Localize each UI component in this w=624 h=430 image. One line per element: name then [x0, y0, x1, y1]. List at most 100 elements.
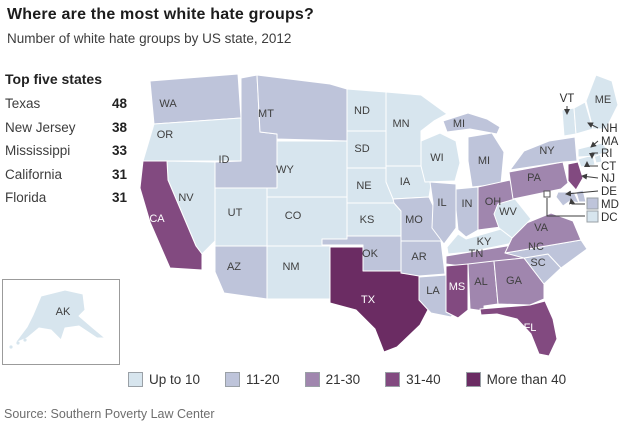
- aleutian-island: [9, 345, 13, 349]
- callout-label-nh: NH: [601, 123, 618, 135]
- top-five-state: California: [5, 166, 63, 182]
- state-mt: [256, 74, 348, 142]
- state-label-mi-lower: MI: [478, 155, 490, 167]
- legend-label-more-than-40: More than 40: [486, 372, 567, 387]
- state-il: [429, 181, 457, 245]
- state-label-ar: AR: [411, 251, 426, 263]
- legend-swatch-11-20: [225, 372, 241, 387]
- state-in: [455, 186, 479, 238]
- legend-label-21-30: 21-30: [325, 372, 361, 387]
- callout-line-nh: [587, 122, 599, 129]
- state-label-ks: KS: [360, 214, 375, 226]
- state-ny: [509, 136, 578, 171]
- callout-line-ma: [590, 140, 599, 148]
- page-subtitle: Number of white hate groups by US state,…: [7, 31, 292, 46]
- state-wi: [420, 132, 461, 183]
- state-label-fl: FL: [524, 322, 537, 334]
- top-five-row: California 31: [5, 167, 127, 191]
- top-five-value: 33: [111, 143, 127, 158]
- state-label-mt: MT: [258, 108, 274, 120]
- state-label-id: ID: [219, 154, 230, 166]
- state-label-co: CO: [285, 210, 302, 222]
- dc-swatch: [586, 210, 599, 223]
- legend-item-21-30: 21-30: [304, 372, 361, 387]
- top-five-row: Mississippi 33: [5, 143, 127, 167]
- top-five-panel: Top five states Texas 48 New Jersey 38 M…: [5, 71, 127, 214]
- dc-location-marker: [543, 190, 551, 198]
- aleutian-island: [16, 341, 20, 345]
- legend-label-31-40: 31-40: [406, 372, 441, 387]
- legend-swatch-31-40: [385, 372, 401, 387]
- callout-label-de: DE: [601, 186, 617, 198]
- callout-label-ma: MA: [601, 136, 619, 148]
- legend-swatch-21-30: [304, 372, 320, 387]
- legend-label-up-to-10: Up to 10: [149, 372, 201, 387]
- callout-line-dc: [546, 198, 585, 217]
- legend-item-31-40: 31-40: [385, 372, 441, 387]
- state-label-nd: ND: [354, 105, 370, 117]
- state-label-la: LA: [426, 285, 440, 297]
- state-label-al: AL: [474, 276, 487, 288]
- state-label-il: IL: [437, 197, 446, 209]
- state-label-ca: CA: [149, 213, 165, 225]
- state-label-ny: NY: [539, 145, 555, 157]
- md-swatch: [586, 197, 599, 210]
- state-label-ne: NE: [356, 180, 371, 192]
- legend-label-11-20: 11-20: [246, 372, 280, 387]
- top-five-value: 31: [111, 190, 127, 205]
- state-label-tn: TN: [469, 248, 484, 260]
- state-label-oh: OH: [485, 196, 502, 208]
- callout-line-ri: [589, 152, 598, 159]
- state-label-wy: WY: [276, 164, 294, 176]
- state-label-mi-upper: MI: [453, 118, 465, 130]
- state-ma: [577, 142, 610, 158]
- top-five-state: Mississippi: [5, 143, 71, 158]
- state-label-wi: WI: [430, 152, 443, 164]
- state-ak: [14, 289, 106, 344]
- state-label-nc: NC: [528, 241, 544, 253]
- source-note: Source: Southern Poverty Law Center: [4, 407, 215, 421]
- state-label-wv: WV: [499, 206, 517, 218]
- top-five-state: Texas: [5, 96, 41, 111]
- state-label-ak: AK: [56, 306, 71, 318]
- state-label-nm: NM: [282, 261, 299, 273]
- callout-line-de: [565, 190, 599, 197]
- top-five-value: 31: [111, 166, 127, 182]
- state-label-ut: UT: [228, 207, 243, 219]
- aleutian-island: [23, 338, 27, 342]
- state-label-mo: MO: [405, 214, 423, 226]
- state-label-ky: KY: [477, 236, 492, 248]
- legend: Up to 10 11-20 21-30 31-40 More than 40: [128, 372, 566, 387]
- top-five-heading: Top five states: [5, 71, 102, 87]
- alaska-inset: AK: [2, 279, 120, 365]
- legend-swatch-up-to-10: [128, 372, 143, 387]
- page-title: Where are the most white hate groups?: [7, 6, 315, 23]
- state-mi-upper: [442, 112, 501, 135]
- callout-line-nj: [581, 173, 599, 180]
- state-label-me: ME: [595, 94, 612, 106]
- state-ca: [139, 160, 203, 271]
- state-label-or: OR: [157, 129, 174, 141]
- callout-label-vt: VT: [560, 93, 575, 105]
- state-ms: [445, 263, 469, 319]
- alaska-map: AK: [9, 289, 106, 349]
- state-co: [266, 196, 348, 247]
- top-five-value: 38: [111, 119, 127, 135]
- callout-label-nj: NJ: [601, 173, 615, 185]
- state-ar: [400, 240, 446, 277]
- legend-swatch-more-than-40: [465, 372, 481, 387]
- callout-label-ri: RI: [601, 148, 613, 160]
- top-five-row: New Jersey 38: [5, 120, 127, 144]
- state-label-wa: WA: [159, 98, 177, 110]
- callout-label-ct: CT: [601, 161, 616, 173]
- state-label-va: VA: [534, 222, 549, 234]
- state-label-tx: TX: [361, 294, 376, 306]
- state-label-ms: MS: [449, 281, 466, 293]
- state-fl: [479, 300, 558, 357]
- legend-item-11-20: 11-20: [225, 372, 280, 387]
- state-nj: [567, 161, 584, 191]
- state-label-ok: OK: [362, 248, 379, 260]
- top-five-row: Florida 31: [5, 190, 127, 214]
- state-label-az: AZ: [227, 261, 241, 273]
